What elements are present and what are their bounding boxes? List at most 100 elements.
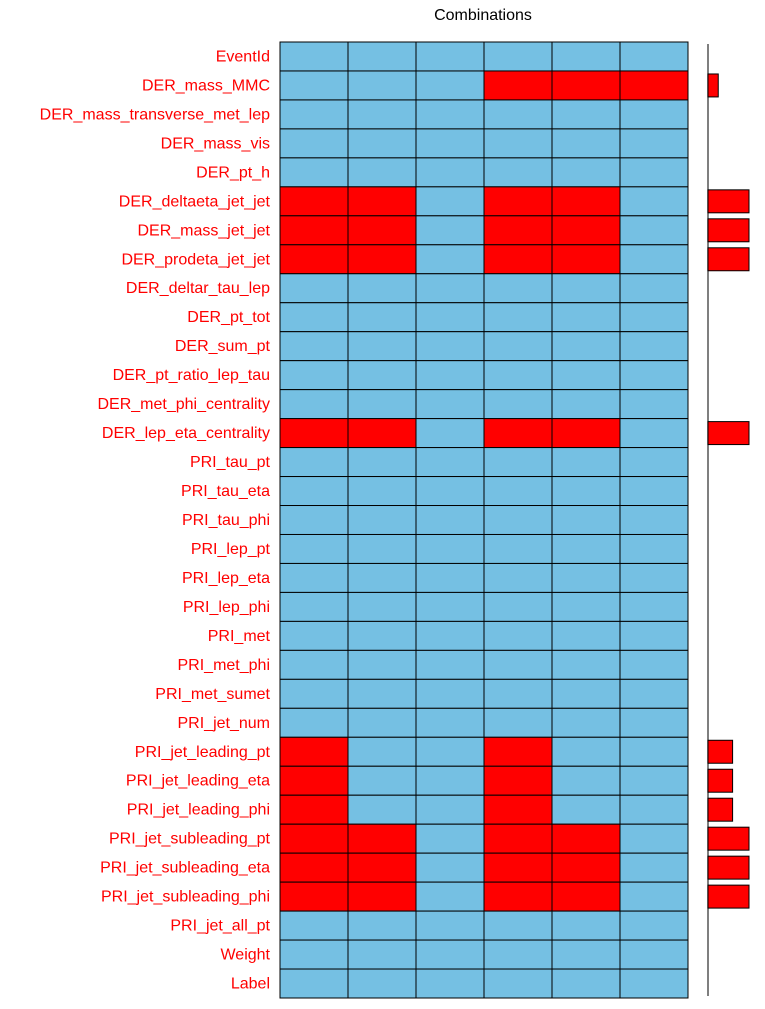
observed-cell	[279, 707, 349, 738]
row-label: DER_deltar_tau_lep	[126, 280, 270, 297]
observed-cell	[279, 968, 349, 999]
row-label: DER_lep_eta_centrality	[102, 425, 270, 442]
missing-cell	[279, 765, 349, 796]
observed-cell	[551, 649, 621, 680]
row-label: PRI_lep_phi	[183, 599, 270, 616]
observed-cell	[483, 447, 553, 478]
observed-cell	[415, 41, 485, 72]
observed-cell	[551, 910, 621, 941]
observed-cell	[551, 620, 621, 651]
observed-cell	[279, 157, 349, 188]
observed-cell	[619, 244, 689, 275]
observed-cell	[347, 736, 417, 767]
observed-cell	[551, 939, 621, 970]
missing-proportion-bar	[707, 884, 750, 909]
observed-cell	[347, 794, 417, 825]
observed-cell	[279, 41, 349, 72]
observed-cell	[415, 649, 485, 680]
observed-cell	[619, 678, 689, 709]
missing-cell	[551, 418, 621, 449]
observed-cell	[415, 533, 485, 564]
observed-cell	[347, 765, 417, 796]
missing-proportion-bar	[707, 768, 734, 793]
observed-cell	[279, 360, 349, 391]
observed-cell	[619, 360, 689, 391]
missing-cell	[279, 852, 349, 883]
observed-cell	[551, 765, 621, 796]
missing-cell	[483, 736, 553, 767]
observed-cell	[551, 389, 621, 420]
missing-proportion-bar	[707, 855, 750, 880]
observed-cell	[483, 476, 553, 507]
observed-cell	[415, 418, 485, 449]
observed-cell	[415, 707, 485, 738]
observed-cell	[279, 533, 349, 564]
observed-cell	[619, 562, 689, 593]
missing-cell	[483, 244, 553, 275]
observed-cell	[619, 881, 689, 912]
observed-cell	[551, 678, 621, 709]
observed-cell	[483, 533, 553, 564]
observed-cell	[483, 128, 553, 159]
missing-cell	[347, 244, 417, 275]
missing-cell	[279, 794, 349, 825]
missing-cell	[483, 418, 553, 449]
row-labels: EventId DER_mass_MMC DER_mass_transverse_m…	[40, 48, 271, 992]
observed-cell	[347, 447, 417, 478]
observed-cell	[483, 562, 553, 593]
missing-cell	[279, 244, 349, 275]
missing-proportion-bar	[707, 218, 750, 243]
observed-cell	[483, 505, 553, 535]
missing-proportion-bar	[707, 797, 734, 822]
row-label: DER_mass_MMC	[142, 77, 270, 94]
observed-cell	[483, 331, 553, 362]
missing-cell	[551, 215, 621, 246]
observed-cell	[483, 41, 553, 72]
observed-cell	[619, 823, 689, 854]
observed-cell	[551, 476, 621, 507]
missing-cell	[483, 215, 553, 246]
missing-cell	[279, 186, 349, 217]
observed-cell	[347, 157, 417, 188]
observed-cell	[619, 157, 689, 188]
observed-cell	[415, 215, 485, 246]
observed-cell	[483, 968, 553, 999]
observed-cell	[619, 99, 689, 130]
missing-cell	[483, 794, 553, 825]
missing-cell	[347, 418, 417, 449]
missing-proportion-bar	[707, 739, 734, 764]
observed-cell	[619, 736, 689, 767]
row-label: PRI_tau_pt	[190, 454, 271, 471]
observed-cell	[415, 620, 485, 651]
missing-cell	[619, 70, 689, 101]
observed-cell	[619, 302, 689, 333]
observed-cell	[483, 273, 553, 304]
missing-cell	[483, 765, 553, 796]
missing-cell	[279, 418, 349, 449]
observed-cell	[347, 476, 417, 507]
row-label: DER_mass_vis	[161, 135, 270, 152]
observed-cell	[279, 591, 349, 622]
observed-cell	[279, 649, 349, 680]
row-label: DER_prodeta_jet_jet	[121, 251, 270, 268]
observed-cell	[347, 591, 417, 622]
row-label: DER_mass_transverse_met_lep	[40, 106, 270, 123]
observed-cell	[415, 476, 485, 507]
observed-cell	[279, 447, 349, 478]
missing-proportion-bar	[707, 247, 750, 272]
missing-proportion-bar	[707, 421, 750, 446]
observed-cell	[619, 939, 689, 970]
observed-cell	[551, 591, 621, 622]
missing-cell	[483, 823, 553, 854]
row-label: PRI_jet_subleading_phi	[101, 889, 270, 906]
observed-cell	[551, 128, 621, 159]
missing-cell	[347, 852, 417, 883]
observed-cell	[483, 302, 553, 333]
observed-cell	[279, 331, 349, 362]
observed-cell	[415, 360, 485, 391]
observed-cell	[279, 273, 349, 304]
observed-cell	[279, 620, 349, 651]
observed-cell	[619, 389, 689, 420]
missing-cell	[347, 215, 417, 246]
observed-cell	[551, 447, 621, 478]
